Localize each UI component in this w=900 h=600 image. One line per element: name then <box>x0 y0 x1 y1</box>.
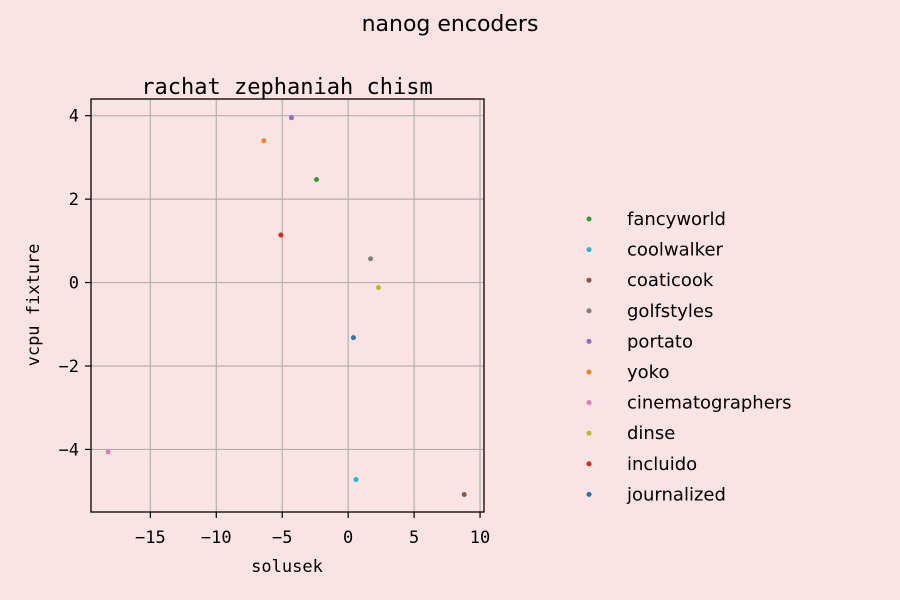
legend-label-cinematographers: cinematographers <box>627 393 792 414</box>
legend: fancyworld coolwalker coaticook golfstyles p… <box>586 209 792 505</box>
y-tick-label: −4 <box>59 440 79 460</box>
data-point-dinse <box>375 285 381 291</box>
figure-title: nanog encoders <box>362 12 539 37</box>
legend-label-dinse: dinse <box>627 423 675 444</box>
data-point-journalized <box>350 335 356 341</box>
y-tick-label: −2 <box>59 357 79 377</box>
x-axis-ticks: −15 −10 −5 0 5 10 <box>135 512 490 548</box>
data-point-portato <box>288 115 294 121</box>
legend-marker-dinse <box>586 430 592 436</box>
legend-marker-journalized <box>586 491 592 497</box>
x-tick-label: 0 <box>343 528 353 548</box>
legend-label-coaticook: coaticook <box>627 270 714 291</box>
data-point-cinematographers <box>105 449 111 455</box>
legend-marker-yoko <box>586 369 592 375</box>
x-tick-label: 5 <box>409 528 419 548</box>
legend-label-portato: portato <box>627 331 693 352</box>
y-axis-label: vcpu fixture <box>24 244 44 367</box>
axes-frame <box>90 98 485 513</box>
legend-label-yoko: yoko <box>627 362 669 383</box>
x-tick-label: −5 <box>272 528 292 548</box>
legend-marker-fancyworld <box>586 216 592 222</box>
grid <box>91 99 484 512</box>
x-tick-label: 10 <box>470 528 490 548</box>
x-tick-label: −10 <box>201 528 232 548</box>
y-tick-label: 2 <box>69 190 79 210</box>
data-point-incluido <box>278 232 284 238</box>
legend-marker-incluido <box>586 461 592 467</box>
legend-marker-golfstyles <box>586 308 592 314</box>
data-point-coaticook <box>461 491 467 497</box>
y-axis-ticks: 4 2 0 −2 −4 <box>59 107 91 460</box>
legend-label-incluido: incluido <box>627 454 697 475</box>
legend-label-journalized: journalized <box>626 484 726 505</box>
legend-label-golfstyles: golfstyles <box>627 301 713 322</box>
axes-title: rachat zephaniah chism <box>141 75 432 100</box>
legend-marker-portato <box>586 338 592 344</box>
data-point-yoko <box>261 138 267 144</box>
legend-marker-coaticook <box>586 277 592 283</box>
legend-marker-cinematographers <box>586 400 592 406</box>
legend-label-coolwalker: coolwalker <box>627 240 724 261</box>
y-tick-label: 4 <box>69 107 79 127</box>
data-point-golfstyles <box>368 256 374 262</box>
data-point-fancyworld <box>314 177 320 183</box>
x-tick-label: −15 <box>135 528 166 548</box>
y-tick-label: 0 <box>69 274 79 294</box>
legend-label-fancyworld: fancyworld <box>627 209 726 230</box>
legend-marker-coolwalker <box>586 247 592 253</box>
data-points <box>105 115 467 497</box>
x-axis-label: solusek <box>251 557 323 577</box>
data-point-coolwalker <box>353 476 359 482</box>
